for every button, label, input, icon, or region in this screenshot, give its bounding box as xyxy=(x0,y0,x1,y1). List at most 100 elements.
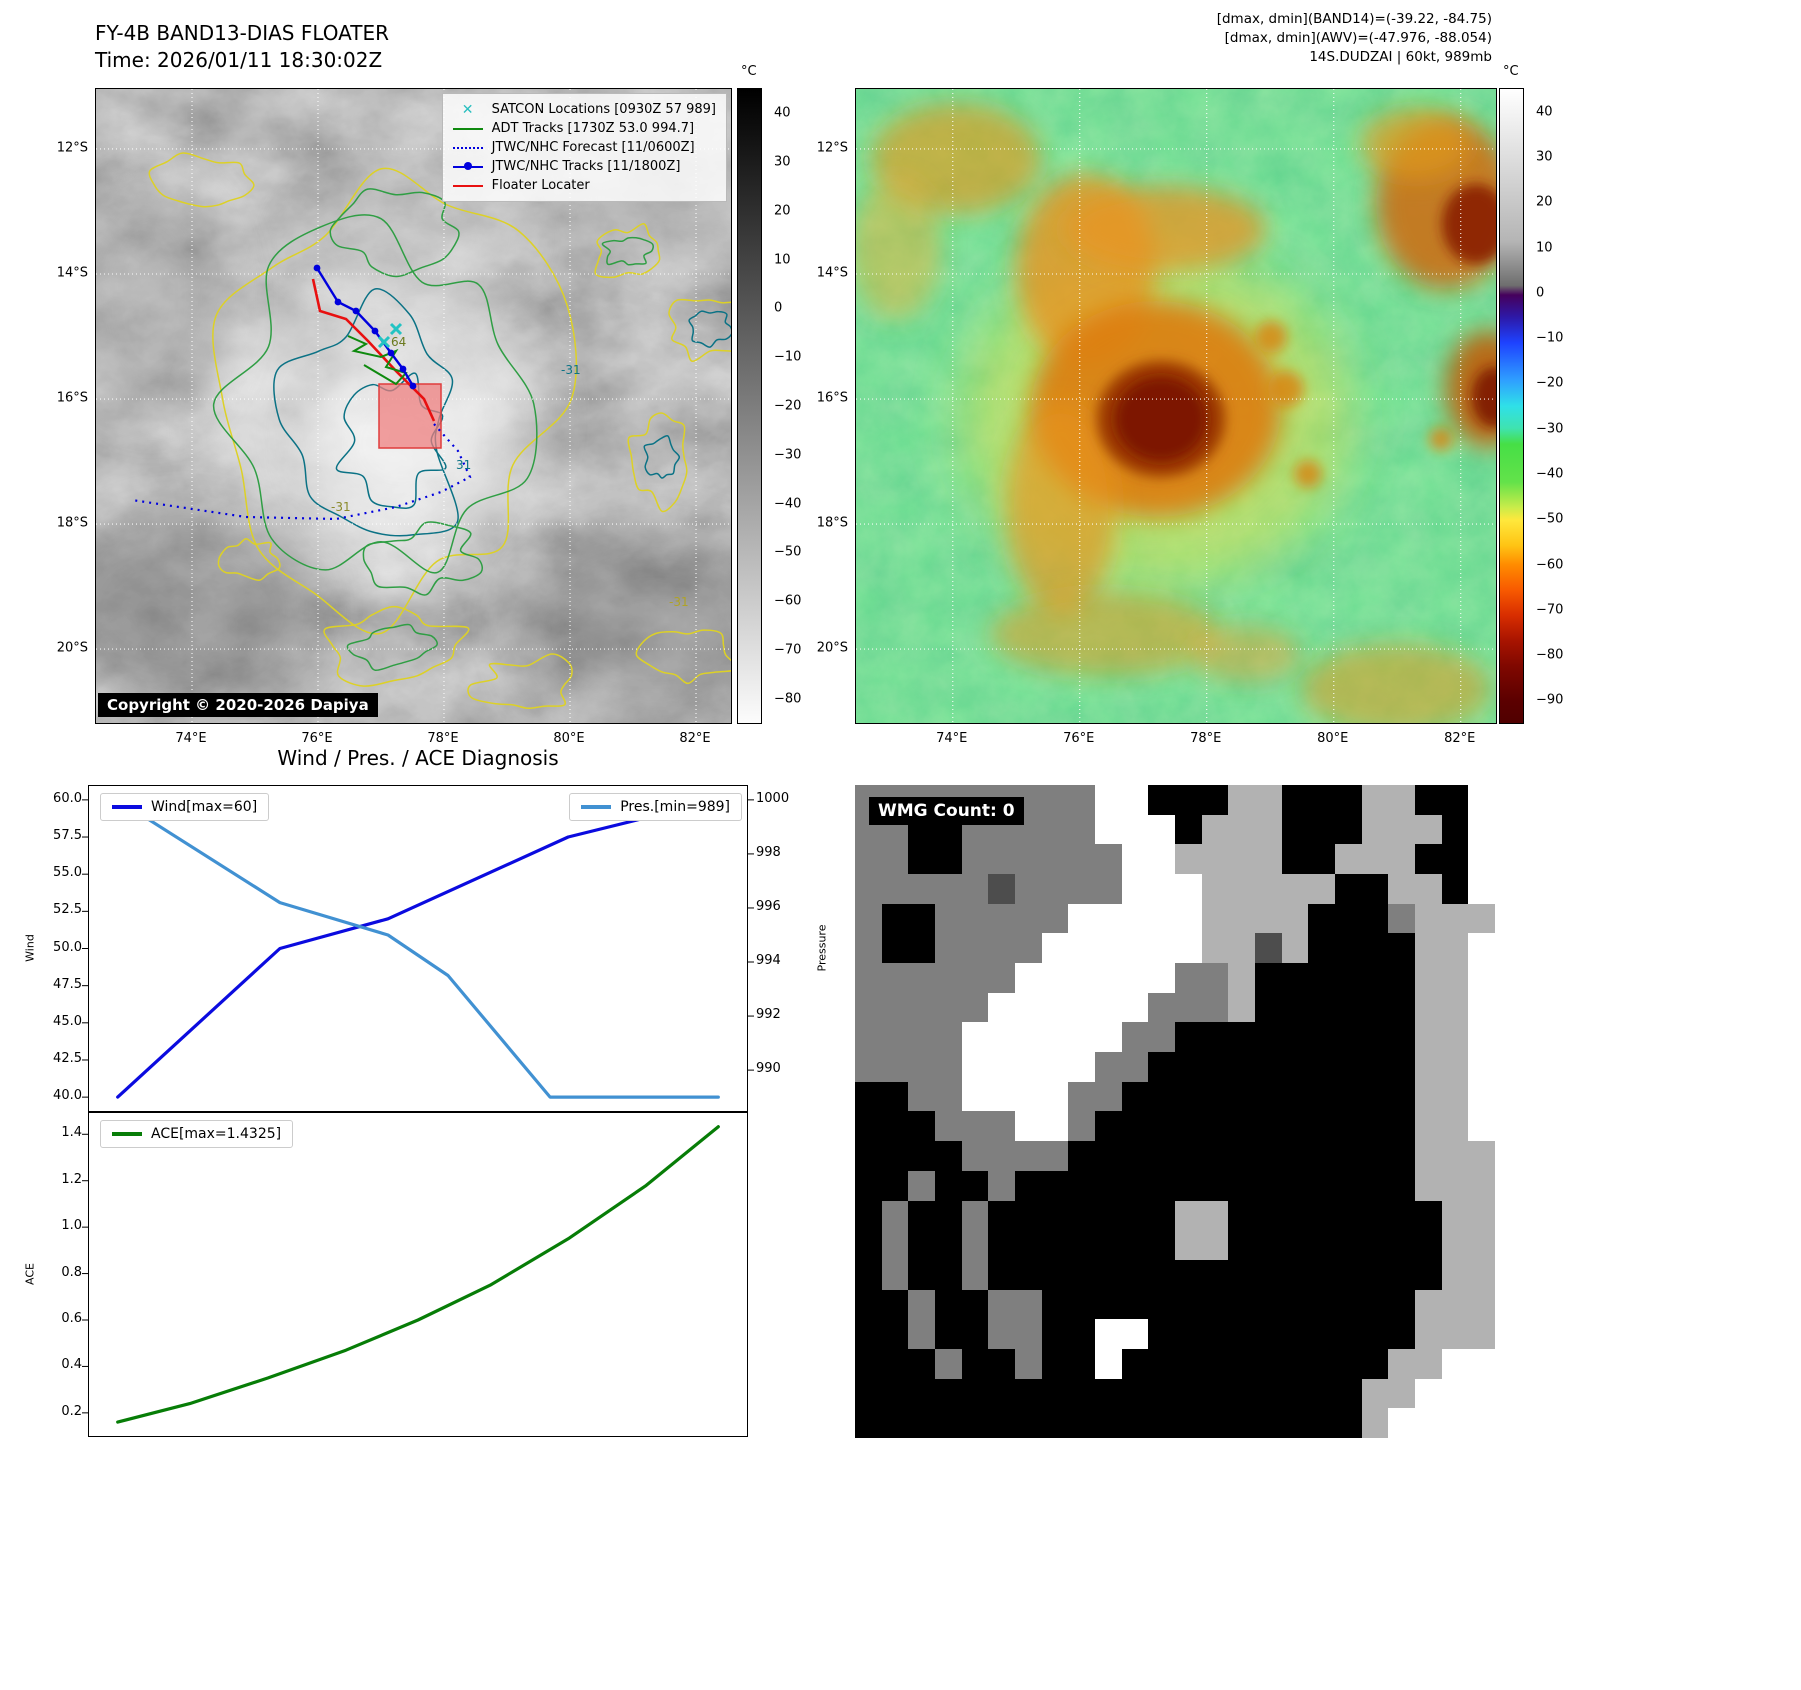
wmg-cell xyxy=(1174,1378,1202,1409)
wmg-cell xyxy=(1441,844,1469,875)
wmg-cell xyxy=(855,874,882,904)
wmg-cell xyxy=(1201,1348,1229,1379)
wmg-cell xyxy=(1334,1141,1362,1171)
wmg-cell xyxy=(1174,1408,1202,1438)
wmg-cell xyxy=(1334,844,1362,875)
wmg-cell xyxy=(1148,785,1175,815)
wmg-cell xyxy=(855,1348,882,1379)
wmg-cell xyxy=(1014,844,1042,875)
wmg-cell xyxy=(1041,1348,1069,1379)
colorbar-tick: −80 xyxy=(774,691,802,707)
wmg-cell xyxy=(881,1319,909,1349)
colorbar-tick: 0 xyxy=(1536,285,1545,301)
wmg-cell xyxy=(1201,1230,1229,1260)
wmg-cell xyxy=(1094,903,1122,934)
legend-item-satcon: ✕ SATCON Locations [0930Z 57 989] xyxy=(453,100,716,119)
wmg-cell xyxy=(988,903,1015,934)
contour-line xyxy=(643,434,681,479)
wmg-cell xyxy=(881,1170,909,1201)
wmg-cell xyxy=(1361,933,1389,964)
wmg-cell xyxy=(934,1170,962,1201)
wmg-cell xyxy=(1334,1170,1362,1201)
ace-chart xyxy=(82,1112,748,1437)
wmg-cell xyxy=(1174,1170,1202,1201)
wmg-cell xyxy=(881,933,909,964)
wmg-cell xyxy=(1014,874,1042,904)
colorbar-tick: −60 xyxy=(774,593,802,609)
wmg-cell xyxy=(1254,1408,1282,1438)
wmg-cell xyxy=(1148,1259,1175,1290)
wmg-cell xyxy=(1201,1200,1229,1231)
wmg-cell xyxy=(1121,1052,1149,1082)
wmg-cell xyxy=(1254,1348,1282,1379)
wmg-cell xyxy=(1174,1259,1202,1290)
wmg-cell xyxy=(881,1052,909,1082)
dmax-dmin-awv: [dmax, dmin](AWV)=(-47.976, -88.054) xyxy=(1224,30,1492,46)
wmg-cell xyxy=(934,992,962,1023)
wmg-cell xyxy=(1094,844,1122,875)
tick-label: 82°E xyxy=(1444,731,1476,746)
wmg-cell xyxy=(1121,785,1149,815)
wmg-cell xyxy=(1014,1052,1042,1082)
wmg-cell xyxy=(1201,1081,1229,1112)
wmg-cell xyxy=(1068,1081,1095,1112)
wmg-cell xyxy=(1308,844,1335,875)
wmg-cell xyxy=(908,1141,935,1171)
wmg-cell xyxy=(1068,1111,1095,1142)
wmg-cell xyxy=(1174,1348,1202,1379)
wmg-cell xyxy=(1094,1348,1122,1379)
wmg-cell xyxy=(1414,1289,1442,1320)
wmg-cell xyxy=(908,903,935,934)
wmg-cell xyxy=(1228,1408,1255,1438)
wmg-cell xyxy=(1041,1141,1069,1171)
wmg-cell xyxy=(1468,1259,1495,1290)
wmg-cell xyxy=(1308,1141,1335,1171)
wmg-cell xyxy=(1228,1022,1255,1053)
wmg-cell xyxy=(988,1378,1015,1409)
wmg-cell xyxy=(1308,814,1335,845)
wmg-cell xyxy=(1281,1408,1309,1438)
wmg-cell xyxy=(988,1319,1015,1349)
wmg-cell xyxy=(1308,1348,1335,1379)
wmg-cell xyxy=(1468,933,1495,964)
wmg-cell xyxy=(881,992,909,1023)
wmg-cell xyxy=(1174,1081,1202,1112)
wmg-cell xyxy=(1281,1141,1309,1171)
wmg-cell xyxy=(1334,874,1362,904)
wmg-cell xyxy=(1281,1170,1309,1201)
wmg-cell xyxy=(1174,963,1202,993)
wmg-cell xyxy=(1414,992,1442,1023)
wmg-cell xyxy=(1041,844,1069,875)
wmg-cell xyxy=(1094,1408,1122,1438)
satcon-x-marker: ✕ xyxy=(461,101,474,118)
wmg-cell xyxy=(1254,785,1282,815)
wmg-cell xyxy=(881,1022,909,1053)
cloud-feature xyxy=(1294,460,1322,488)
wmg-cell xyxy=(1014,1170,1042,1201)
wmg-cell xyxy=(855,963,882,993)
wmg-cell xyxy=(1068,844,1095,875)
wmg-cell xyxy=(1361,814,1389,845)
wmg-cell xyxy=(1041,1289,1069,1320)
wmg-cell xyxy=(1148,992,1175,1023)
ace-y-axis: 0.2 0.4 0.6 0.8 1.0 1.2 1.4 xyxy=(38,1112,82,1437)
wmg-cell xyxy=(1414,1200,1442,1231)
wmg-cell xyxy=(855,1170,882,1201)
wmg-cell xyxy=(1361,1081,1389,1112)
wmg-cell xyxy=(1334,1259,1362,1290)
wmg-cell xyxy=(934,933,962,964)
wmg-cell xyxy=(934,844,962,875)
tick-label: 16°S xyxy=(816,390,848,406)
wmg-cell xyxy=(961,1170,989,1201)
wmg-cell xyxy=(855,1378,882,1409)
band13-title: FY-4B BAND13-DIAS FLOATER Time: 2026/01/… xyxy=(95,20,389,74)
wmg-cell xyxy=(881,1200,909,1231)
wmg-cell xyxy=(1254,903,1282,934)
wmg-cell xyxy=(1121,844,1149,875)
wmg-cell xyxy=(961,1348,989,1379)
wmg-cell xyxy=(908,1022,935,1053)
cloud-feature xyxy=(856,179,941,319)
wmg-cell xyxy=(934,1319,962,1349)
wmg-cell xyxy=(1361,1289,1389,1320)
contour-line xyxy=(362,521,483,596)
